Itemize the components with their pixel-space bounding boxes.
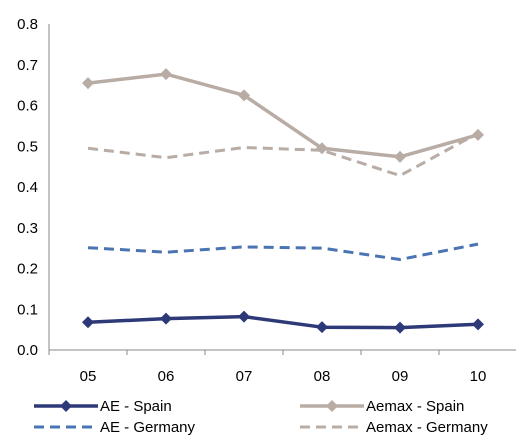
legend-label: AE - Spain bbox=[100, 398, 172, 415]
legend-marker bbox=[60, 400, 72, 412]
data-point bbox=[160, 312, 172, 325]
data-point bbox=[82, 316, 94, 329]
data-point bbox=[160, 68, 172, 81]
y-tick-label: 0.4 bbox=[17, 179, 38, 196]
data-point bbox=[82, 77, 94, 90]
x-tick-label: 06 bbox=[158, 368, 175, 385]
data-point bbox=[394, 150, 406, 163]
legend-label: Aemax - Germany bbox=[366, 419, 488, 435]
series-layer bbox=[82, 68, 484, 334]
x-tick-labels: 05 06 07 08 09 10 bbox=[48, 350, 487, 385]
data-point bbox=[472, 318, 484, 331]
data-point bbox=[316, 321, 328, 334]
data-point bbox=[394, 321, 406, 334]
x-tick-label: 07 bbox=[236, 368, 253, 385]
y-tick-label: 0.8 bbox=[17, 16, 38, 33]
series-line-1 bbox=[87, 72, 479, 159]
y-tick-label: 0.0 bbox=[17, 342, 38, 359]
data-point bbox=[238, 89, 250, 102]
series-line-3 bbox=[87, 131, 479, 178]
x-tick-label: 05 bbox=[80, 368, 97, 385]
y-tick-labels: 0.0 0.1 0.2 0.3 0.4 0.5 0.6 0.7 0.8 bbox=[17, 16, 38, 359]
y-tick-label: 0.7 bbox=[17, 57, 38, 74]
series-line-2 bbox=[87, 242, 479, 261]
legend-label: AE - Germany bbox=[100, 419, 196, 435]
y-tick-label: 0.6 bbox=[17, 98, 38, 115]
legend-marker bbox=[326, 400, 338, 412]
x-tick-label: 09 bbox=[392, 368, 409, 385]
y-tick-label: 0.5 bbox=[17, 138, 38, 155]
y-tick-label: 0.3 bbox=[17, 220, 38, 237]
series-line-0 bbox=[87, 314, 479, 330]
data-point bbox=[238, 310, 250, 323]
legend: AE - Spain Aemax - Spain AE - Germany Aemax… bbox=[34, 398, 488, 435]
legend-label: Aemax - Spain bbox=[366, 398, 464, 415]
y-tick-label: 0.1 bbox=[17, 301, 38, 318]
x-tick-label: 08 bbox=[314, 368, 331, 385]
y-tick-label: 0.2 bbox=[17, 261, 38, 278]
x-tick-label: 10 bbox=[470, 368, 487, 385]
